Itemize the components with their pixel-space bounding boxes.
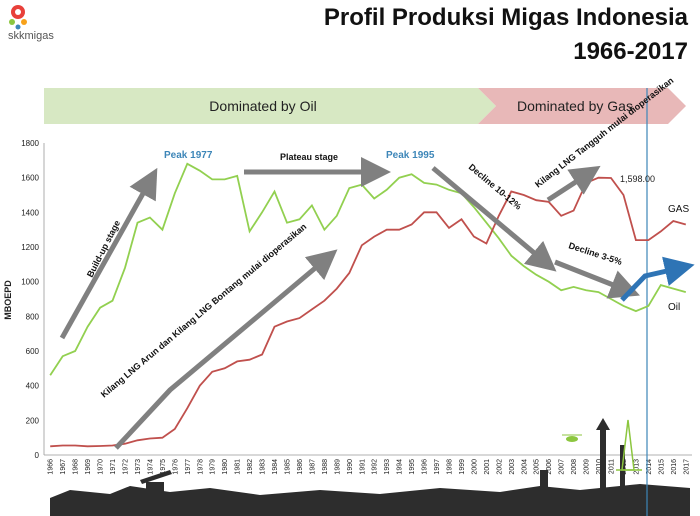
x-tick-label: 1995 (409, 459, 416, 475)
page-subtitle: 1966-2017 (573, 38, 688, 65)
y-axis-label: MBOEPD (3, 280, 13, 320)
x-tick-label: 2008 (571, 459, 578, 475)
x-tick-label: 1993 (384, 459, 391, 475)
x-tick-label: 2017 (683, 459, 690, 475)
x-tick-label: 1968 (73, 459, 80, 475)
skkmigas-logo (9, 5, 27, 30)
x-tick-label: 1984 (272, 459, 279, 475)
plateau-label: Plateau stage (280, 152, 338, 162)
x-tick-label: 2013 (633, 459, 640, 475)
x-tick-label: 2004 (521, 459, 528, 475)
gas-series-label: GAS (668, 204, 689, 215)
y-tick-label: 1000 (21, 278, 39, 287)
x-tick-label: 1978 (197, 459, 204, 475)
x-tick-label: 1981 (235, 459, 242, 475)
x-tick-label: 1999 (459, 459, 466, 475)
y-tick-label: 600 (26, 347, 40, 356)
gas-banner (478, 88, 686, 124)
y-tick-label: 1400 (21, 208, 39, 217)
x-tick-label: 2003 (509, 459, 516, 475)
decline-3-5-arrow (554, 259, 640, 299)
x-tick-label: 1983 (260, 459, 267, 475)
y-tick-label: 400 (26, 382, 40, 391)
x-tick-label: 1975 (160, 459, 167, 475)
x-tick-label: 1972 (123, 459, 130, 475)
x-tick-label: 1996 (422, 459, 429, 475)
x-tick-label: 2016 (671, 459, 678, 475)
y-tick-label: 1800 (21, 139, 39, 148)
gas-series-line (50, 176, 687, 448)
oil-forecast-arrow (620, 256, 695, 302)
oil-banner (44, 88, 496, 124)
gas-banner-label: Dominated by Gas (517, 98, 633, 114)
oil-series-line (49, 162, 687, 376)
x-tick-label: 2006 (546, 459, 553, 475)
x-tick-label: 1969 (85, 459, 92, 475)
lng-arun-arrow (114, 249, 338, 450)
x-tick-label: 1973 (135, 459, 142, 475)
x-tick-label: 1992 (372, 459, 379, 475)
x-tick-label: 1985 (285, 459, 292, 475)
page-title: Profil Produksi Migas Indonesia (323, 4, 688, 31)
x-tick-label: 1974 (147, 459, 154, 475)
helicopter-icon (562, 434, 582, 442)
y-tick-label: 0 (35, 451, 40, 460)
x-tick-label: 1980 (222, 459, 229, 475)
x-tick-label: 1990 (347, 459, 354, 475)
x-tick-label: 1987 (309, 459, 316, 475)
x-tick-label: 2009 (584, 459, 591, 475)
x-tick-label: 1982 (247, 459, 254, 475)
x-tick-label: 1967 (60, 459, 67, 475)
x-tick-label: 1997 (434, 459, 441, 475)
x-tick-label: 1977 (185, 459, 192, 475)
x-tick-label: 1970 (98, 459, 105, 475)
landscape-silhouette (50, 418, 690, 516)
x-tick-label: 1989 (334, 459, 341, 475)
decline-3-5-label: Decline 3-5% (567, 240, 623, 267)
x-tick-label: 2014 (646, 459, 653, 475)
oil-banner-label: Dominated by Oil (209, 98, 316, 114)
x-tick-label: 1971 (110, 459, 117, 475)
buildup-label: Build-up stage (85, 219, 122, 279)
decline-10-12-arrow (431, 166, 557, 272)
x-tick-label: 2011 (609, 459, 616, 474)
y-tick-label: 800 (26, 312, 40, 321)
x-tick-label: 2002 (496, 459, 503, 475)
x-tick-label: 2000 (471, 459, 478, 475)
y-tick-label: 1600 (21, 174, 39, 183)
x-tick-label: 1979 (210, 459, 217, 475)
x-tick-label: 2015 (658, 459, 665, 475)
gas-2011-value-label: 1,598.00 (620, 174, 655, 184)
x-tick-label: 2005 (534, 459, 541, 475)
x-tick-label: 1966 (48, 459, 55, 475)
x-tick-label: 1976 (172, 459, 179, 475)
peak-1995-label: Peak 1995 (386, 150, 435, 161)
x-tick-label: 2007 (559, 459, 566, 475)
lng-tangguh-arrow (546, 165, 601, 203)
x-tick-label: 1988 (322, 459, 329, 475)
x-tick-label: 2010 (596, 459, 603, 475)
oil-series-label: Oil (668, 302, 680, 313)
logo-text: skkmigas (8, 30, 54, 42)
buildup-arrow (59, 167, 158, 340)
y-tick-label: 200 (26, 416, 40, 425)
x-tick-label: 1986 (297, 459, 304, 475)
rig-icon (616, 419, 642, 471)
x-tick-label: 1994 (397, 459, 404, 475)
x-tick-label: 1991 (359, 459, 366, 475)
x-tick-label: 2001 (484, 459, 491, 475)
x-tick-label: 1998 (447, 459, 454, 475)
y-tick-label: 1200 (21, 243, 39, 252)
peak-1977-label: Peak 1977 (164, 150, 213, 161)
